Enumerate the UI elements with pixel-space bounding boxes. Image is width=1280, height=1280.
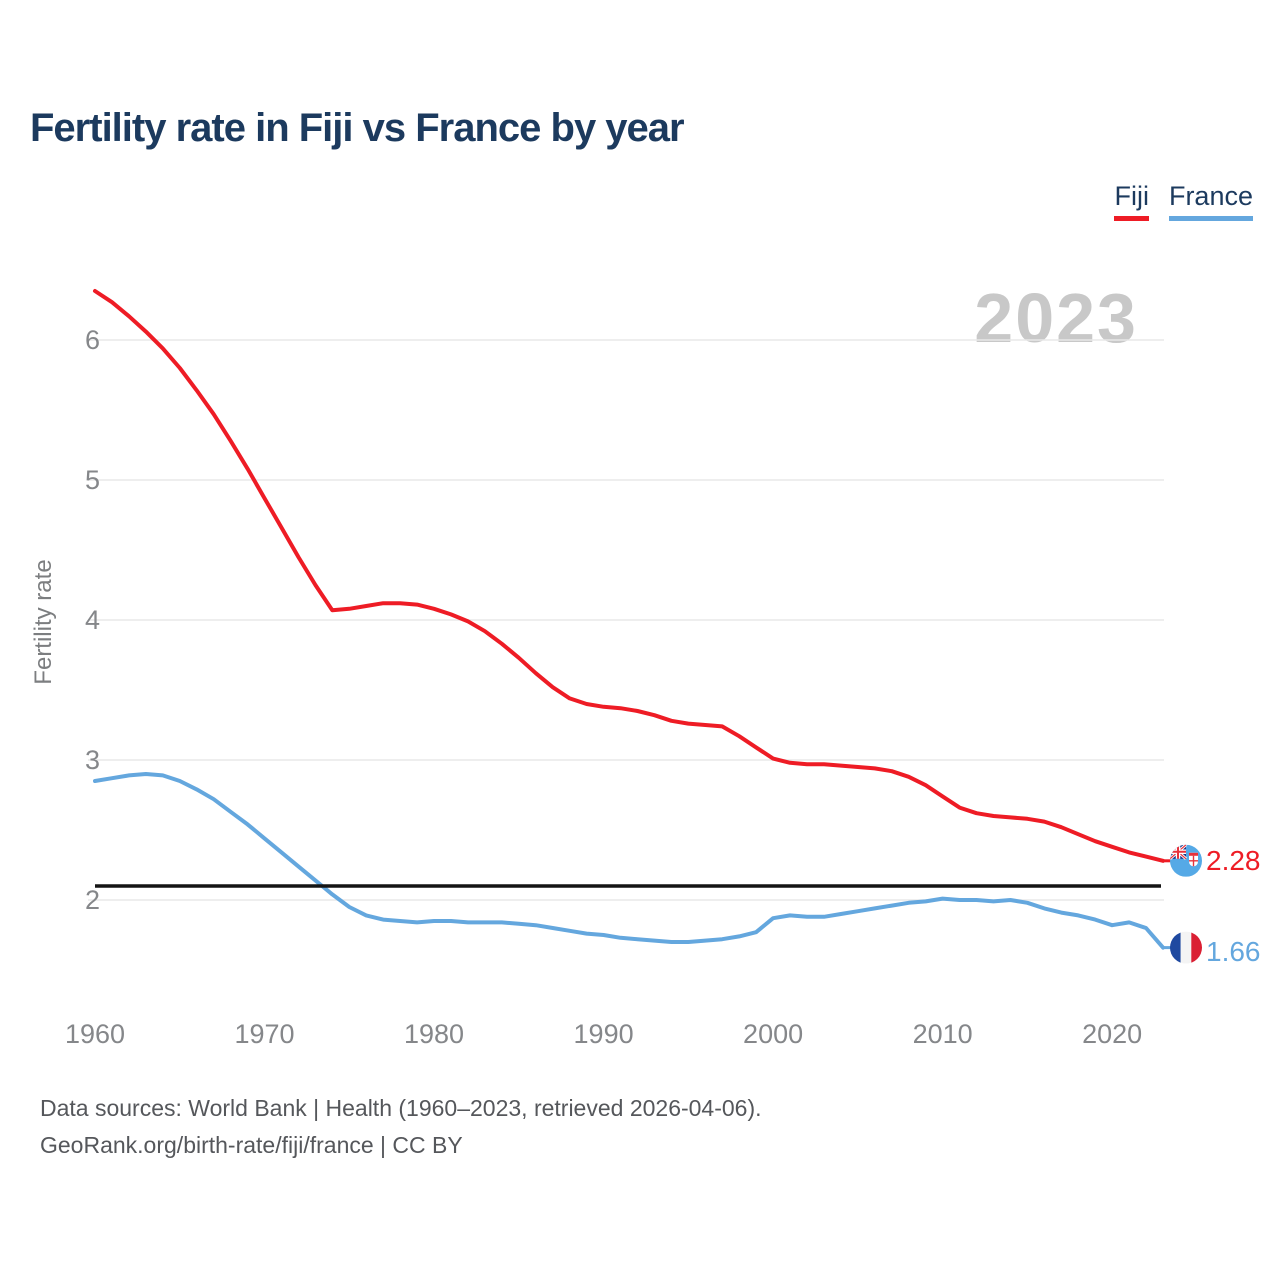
end-value-fiji: 2.28 [1206,845,1261,876]
footer-sources: Data sources: World Bank | Health (1960–… [40,1095,762,1121]
series-line-fiji[interactable] [93,289,1165,863]
fiji-flag-icon [1170,844,1202,877]
footer-attribution: GeoRank.org/birth-rate/fiji/france | CC … [40,1132,463,1158]
y-tick-label: 4 [85,605,100,635]
end-value-france: 1.66 [1206,936,1261,967]
x-tick-label: 1960 [65,1019,125,1049]
france-flag-icon [1170,931,1202,964]
legend: Fiji France [1114,181,1253,221]
legend-item-fiji[interactable]: Fiji [1114,181,1149,221]
x-tick-label: 1990 [574,1019,634,1049]
y-tick-label: 6 [85,325,100,355]
legend-item-france[interactable]: France [1168,181,1253,221]
x-tick-label: 2010 [913,1019,973,1049]
chart-footer: Data sources: World Bank | Health (1960–… [40,1090,762,1164]
y-tick-label: 5 [85,465,100,495]
page-title: Fertility rate in Fiji vs France by year [30,106,685,150]
series-line-france[interactable] [93,772,1165,950]
watermark-year: 2023 [974,279,1138,357]
x-tick-label: 2000 [743,1019,803,1049]
x-tick-label: 1980 [404,1019,464,1049]
x-tick-label: 1970 [234,1019,294,1049]
y-tick-label: 3 [85,745,100,775]
x-tick-label: 2020 [1082,1019,1142,1049]
y-tick-label: 2 [85,885,100,915]
